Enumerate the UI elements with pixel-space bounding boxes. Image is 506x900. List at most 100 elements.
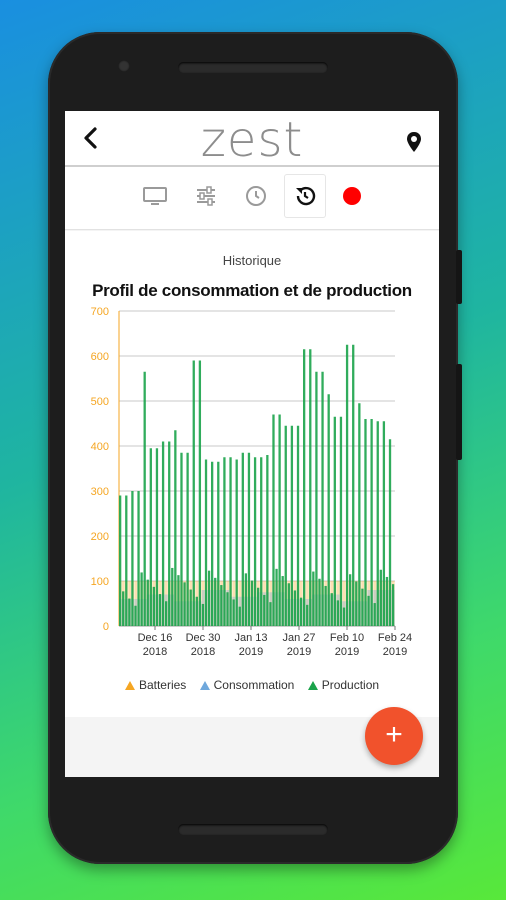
bar-production bbox=[217, 461, 220, 626]
x-tick-year: 2018 bbox=[191, 646, 215, 658]
back-arrow-icon[interactable] bbox=[79, 125, 103, 151]
bar-production bbox=[358, 403, 361, 626]
history-card: Historique Profil de consommation et de … bbox=[65, 231, 439, 717]
bar-production bbox=[152, 586, 156, 626]
tab-record[interactable] bbox=[332, 175, 372, 217]
location-pin-icon[interactable] bbox=[405, 131, 423, 153]
bar-production bbox=[293, 590, 297, 626]
tab-monitor[interactable] bbox=[135, 175, 175, 217]
legend-label: Production bbox=[321, 678, 380, 692]
monitor-icon bbox=[143, 187, 167, 205]
volume-button bbox=[456, 364, 462, 460]
chart-legend: Batteries Consommation Production bbox=[65, 678, 439, 692]
bar-production bbox=[220, 585, 223, 626]
bar-production bbox=[260, 457, 263, 626]
bar-production bbox=[391, 584, 395, 626]
bar-production bbox=[186, 452, 189, 626]
bar-production bbox=[382, 421, 386, 626]
bar-production bbox=[174, 430, 177, 626]
bar-production bbox=[235, 459, 238, 626]
bar-production bbox=[229, 457, 232, 626]
bar-production bbox=[257, 587, 260, 626]
bar-production bbox=[324, 585, 327, 626]
bar-production bbox=[339, 416, 343, 626]
tab-history[interactable] bbox=[285, 175, 325, 217]
y-tick-label: 500 bbox=[91, 396, 109, 408]
bar-production bbox=[306, 604, 309, 626]
bar-production bbox=[238, 606, 241, 626]
bar-production bbox=[327, 394, 330, 626]
bar-production bbox=[318, 578, 321, 626]
bar-production bbox=[352, 344, 355, 626]
bar-production bbox=[143, 371, 146, 626]
legend-label: Consommation bbox=[213, 678, 295, 692]
bar-production bbox=[355, 581, 358, 626]
y-tick-label: 700 bbox=[91, 306, 109, 318]
bar-production bbox=[207, 570, 211, 626]
tab-clock[interactable] bbox=[236, 175, 276, 217]
bar-production bbox=[373, 603, 376, 626]
bar-production bbox=[180, 452, 183, 626]
bar-production bbox=[119, 495, 122, 626]
bar-production bbox=[232, 599, 235, 626]
bar-production bbox=[195, 596, 198, 626]
bar-production bbox=[253, 457, 257, 626]
x-tick-label: Dec 16 bbox=[138, 632, 173, 644]
chart-title: Profil de consommation et de production bbox=[92, 281, 412, 300]
bar-production bbox=[250, 580, 254, 626]
tab-settings[interactable] bbox=[186, 175, 226, 217]
x-tick-label: Feb 24 bbox=[378, 632, 412, 644]
bar-production bbox=[165, 601, 168, 626]
bar-production bbox=[272, 414, 275, 626]
bar-production bbox=[131, 491, 134, 626]
bar-production bbox=[140, 572, 143, 626]
bar-production bbox=[315, 371, 318, 626]
bar-production bbox=[278, 414, 281, 626]
top-speaker bbox=[178, 62, 328, 73]
bar-production bbox=[376, 421, 379, 626]
bar-production bbox=[177, 575, 180, 626]
bar-production bbox=[223, 457, 226, 626]
add-button[interactable]: + bbox=[365, 707, 423, 765]
bar-production bbox=[192, 360, 195, 626]
chart-plot: 0 100 200 300 400 500 600 700 Dec 16 2018 Dec 30 2… bbox=[91, 306, 412, 658]
bar-production bbox=[244, 573, 248, 626]
app-logo: zest bbox=[200, 112, 304, 168]
bar-production bbox=[269, 602, 272, 626]
x-tick-label: Jan 13 bbox=[234, 632, 267, 644]
bar-production bbox=[266, 455, 269, 626]
bar-production bbox=[128, 598, 131, 626]
bar-batteries bbox=[306, 581, 309, 626]
bar-production bbox=[204, 459, 208, 626]
legend-item-production[interactable]: Production bbox=[307, 678, 380, 692]
bar-production bbox=[290, 425, 294, 626]
bar-production bbox=[189, 589, 192, 626]
bottom-speaker bbox=[178, 824, 328, 835]
bar-production bbox=[333, 416, 336, 626]
clock-icon bbox=[246, 186, 266, 206]
bar-production bbox=[349, 574, 352, 626]
bar-production bbox=[226, 592, 229, 626]
bar-production bbox=[336, 600, 340, 626]
x-tick-year: 2019 bbox=[287, 646, 311, 658]
bar-production bbox=[168, 441, 171, 626]
bar-production bbox=[379, 569, 382, 626]
x-tick-year: 2019 bbox=[239, 646, 263, 658]
bar-production bbox=[385, 576, 389, 626]
bar-production bbox=[361, 588, 364, 626]
bar-production bbox=[122, 591, 125, 626]
bar-production bbox=[342, 607, 346, 626]
legend-item-consommation[interactable]: Consommation bbox=[199, 678, 295, 692]
front-camera bbox=[118, 60, 130, 72]
x-tick-label: Jan 27 bbox=[282, 632, 315, 644]
y-tick-label: 600 bbox=[91, 351, 109, 363]
bar-batteries bbox=[238, 581, 242, 626]
bar-production bbox=[312, 571, 315, 626]
bar-production bbox=[367, 595, 370, 626]
triangle-icon bbox=[199, 681, 210, 690]
legend-item-batteries[interactable]: Batteries bbox=[124, 678, 186, 692]
y-tick-label: 200 bbox=[91, 531, 109, 543]
bar-production bbox=[183, 582, 186, 626]
bar-production bbox=[275, 568, 278, 626]
bar-production bbox=[211, 461, 214, 626]
